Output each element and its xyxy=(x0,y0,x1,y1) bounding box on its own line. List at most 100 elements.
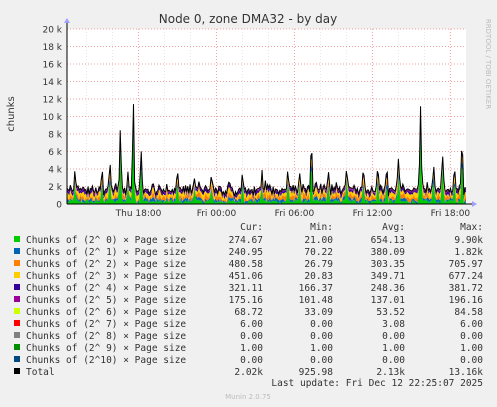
legend-swatch xyxy=(14,296,20,302)
y-tick-label: 12 k xyxy=(42,96,62,106)
legend-swatch xyxy=(14,332,20,338)
legend-swatch xyxy=(14,320,20,326)
legend-value-min: 33.09 xyxy=(304,307,333,318)
legend-value-cur: 274.67 xyxy=(229,235,263,246)
legend-label: Chunks of (2^ 7) × Page size xyxy=(26,319,186,330)
y-tick-label: 4 k xyxy=(48,166,63,176)
legend-value-cur: 451.06 xyxy=(229,271,264,282)
legend-value-min: 26.79 xyxy=(304,259,333,270)
y-tick-label: 2 k xyxy=(48,183,63,193)
y-tick-label: 0 xyxy=(56,201,62,211)
legend-value-max: 1.82k xyxy=(454,247,483,258)
legend: Cur: Min: Avg: Max: Chunks of (2^ 0) × Page … xyxy=(14,222,483,378)
legend-label: Chunks of (2^ 3) × Page size xyxy=(26,271,186,282)
x-tick-label: Fri 12:00 xyxy=(353,209,393,219)
x-axis-arrow xyxy=(472,201,477,207)
legend-swatch xyxy=(14,344,20,350)
legend-value-max: 1.00 xyxy=(460,343,483,354)
legend-label: Chunks of (2^ 5) × Page size xyxy=(26,295,186,306)
y-tick-label: 20 k xyxy=(42,26,62,36)
rrdtool-watermark: RRDTOOL / TOBI OETIKER xyxy=(484,19,492,109)
legend-value-cur: 0.00 xyxy=(240,331,263,342)
legend-value-min: 925.98 xyxy=(299,367,334,378)
legend-value-cur: 6.00 xyxy=(240,319,263,330)
legend-value-min: 21.00 xyxy=(304,235,333,246)
legend-value-min: 101.48 xyxy=(299,295,334,306)
y-tick-label: 18 k xyxy=(42,43,62,53)
legend-column-header: Avg: xyxy=(382,222,405,233)
legend-value-max: 677.24 xyxy=(449,271,484,282)
legend-swatch xyxy=(14,236,20,242)
legend-value-cur: 175.16 xyxy=(229,295,264,306)
legend-value-avg: 53.52 xyxy=(376,307,405,318)
legend-label: Chunks of (2^ 8) × Page size xyxy=(26,331,186,342)
legend-value-max: 705.97 xyxy=(449,259,483,270)
legend-value-max: 84.58 xyxy=(454,307,483,318)
legend-column-header: Min: xyxy=(310,222,333,233)
legend-value-min: 70.22 xyxy=(304,247,333,258)
legend-value-min: 166.37 xyxy=(299,283,333,294)
y-tick-label: 8 k xyxy=(48,131,63,141)
legend-value-max: 381.72 xyxy=(449,283,483,294)
legend-value-avg: 303.35 xyxy=(371,259,405,270)
legend-value-min: 20.83 xyxy=(304,271,333,282)
legend-label: Chunks of (2^ 6) × Page size xyxy=(26,307,186,318)
stacked-areas xyxy=(66,104,467,204)
legend-value-min: 1.00 xyxy=(310,343,333,354)
legend-swatch xyxy=(14,272,20,278)
legend-value-max: 0.00 xyxy=(460,355,483,366)
legend-label: Chunks of (2^ 0) × Page size xyxy=(26,235,186,246)
legend-value-avg: 380.09 xyxy=(371,247,406,258)
legend-swatch xyxy=(14,248,20,254)
legend-value-avg: 3.08 xyxy=(382,319,405,330)
legend-value-avg: 1.00 xyxy=(382,343,405,354)
legend-value-cur: 240.95 xyxy=(229,247,263,258)
legend-label: Chunks of (2^ 1) × Page size xyxy=(26,247,186,258)
legend-value-avg: 0.00 xyxy=(382,355,405,366)
legend-label: Chunks of (2^ 9) × Page size xyxy=(26,343,186,354)
legend-value-avg: 2.13k xyxy=(376,367,405,378)
legend-label: Chunks of (2^ 2) × Page size xyxy=(26,259,186,270)
y-axis-arrow xyxy=(64,18,70,23)
legend-column-header: Max: xyxy=(460,222,483,233)
y-tick-label: 10 k xyxy=(42,113,62,123)
x-tick-label: Fri 00:00 xyxy=(197,209,237,219)
legend-value-cur: 321.11 xyxy=(229,283,264,294)
legend-value-max: 6.00 xyxy=(460,319,483,330)
legend-value-cur: 1.00 xyxy=(240,343,263,354)
y-tick-label: 14 k xyxy=(42,78,62,88)
legend-column-header: Cur: xyxy=(240,222,263,233)
legend-value-avg: 349.71 xyxy=(371,271,406,282)
legend-label: Total xyxy=(26,367,55,378)
legend-value-cur: 480.58 xyxy=(229,259,264,270)
y-axis-label: chunks xyxy=(6,96,17,132)
axes: Thu 18:00 Fri 00:00 Fri 06:00 Fri 12:00 Fri … xyxy=(42,18,477,219)
x-tick-label: Fri 06:00 xyxy=(275,209,315,219)
total-line xyxy=(66,104,467,197)
legend-label: Chunks of (2^10) × Page size xyxy=(26,355,186,366)
legend-swatch xyxy=(14,284,20,290)
legend-value-avg: 0.00 xyxy=(382,331,405,342)
legend-value-avg: 654.13 xyxy=(371,235,405,246)
legend-value-max: 9.90k xyxy=(454,235,483,246)
legend-value-avg: 248.36 xyxy=(371,283,406,294)
legend-value-max: 196.16 xyxy=(449,295,484,306)
legend-value-min: 0.00 xyxy=(310,355,333,366)
legend-value-min: 0.00 xyxy=(310,319,333,330)
legend-swatch xyxy=(14,368,20,374)
munin-version: Munin 2.0.75 xyxy=(225,393,271,401)
chart-title: Node 0, zone DMA32 - by day xyxy=(159,12,337,26)
legend-value-cur: 68.72 xyxy=(234,307,263,318)
legend-label: Chunks of (2^ 4) × Page size xyxy=(26,283,186,294)
legend-value-max: 0.00 xyxy=(460,331,483,342)
legend-value-min: 0.00 xyxy=(310,331,333,342)
x-tick-label: Thu 18:00 xyxy=(115,209,162,219)
legend-swatch xyxy=(14,260,20,266)
legend-value-avg: 137.01 xyxy=(371,295,406,306)
legend-value-cur: 0.00 xyxy=(240,355,263,366)
legend-swatch xyxy=(14,308,20,314)
last-update-text: Last update: Fri Dec 12 22:25:07 2025 xyxy=(271,378,483,389)
x-tick-label: Fri 18:00 xyxy=(431,209,471,219)
legend-swatch xyxy=(14,356,20,362)
